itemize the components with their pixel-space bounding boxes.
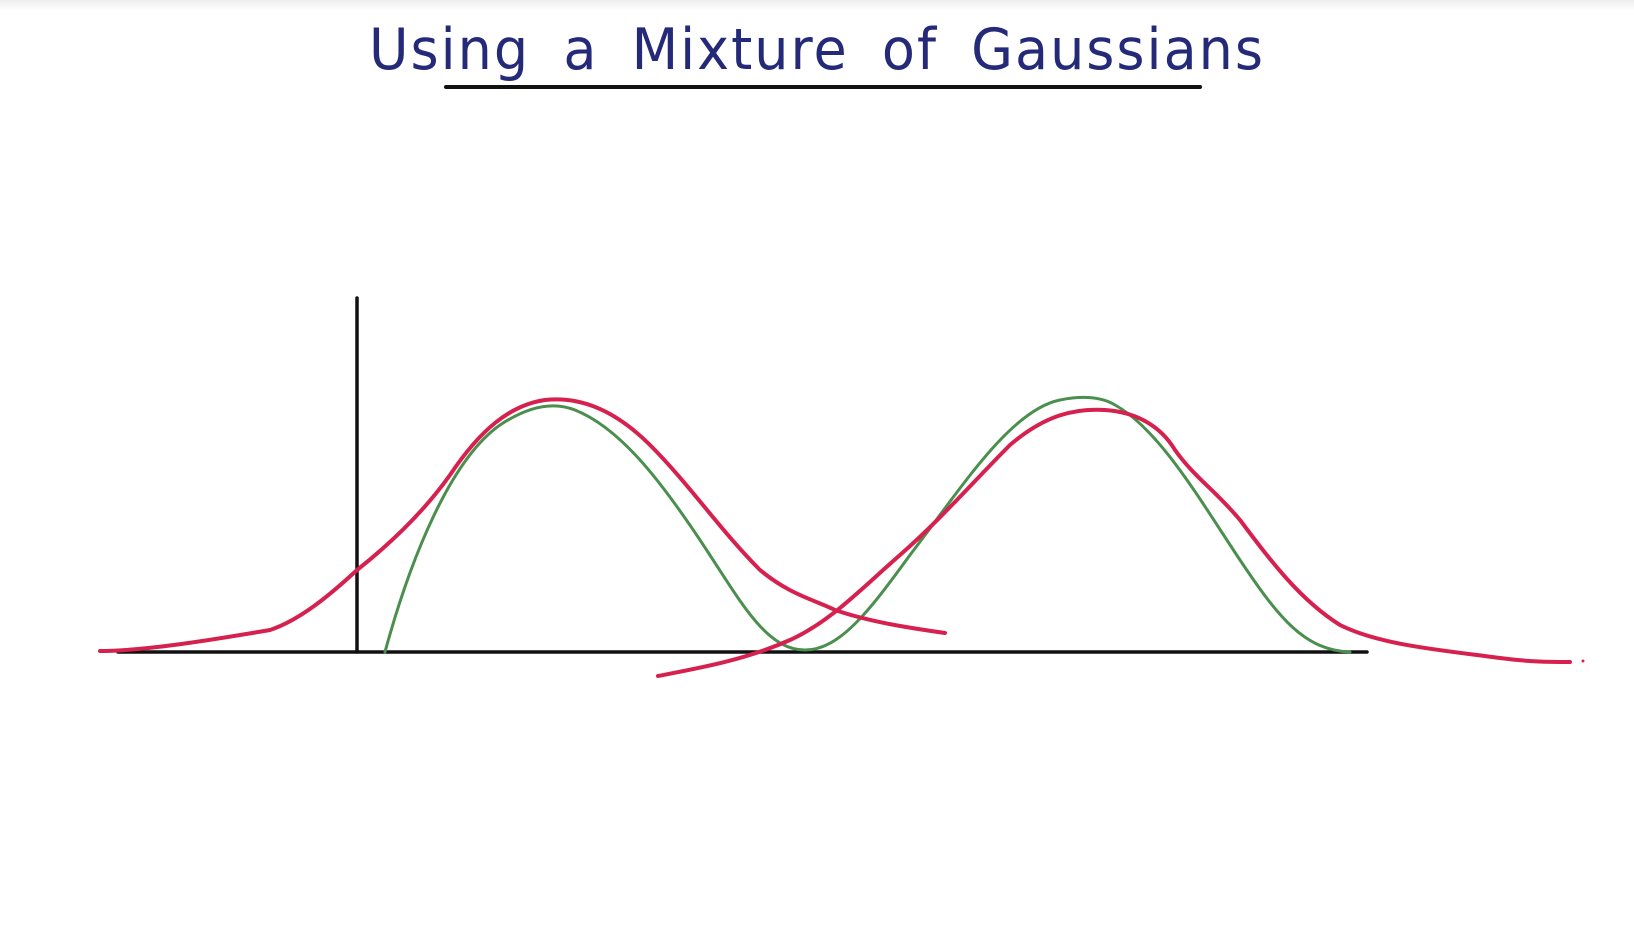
gaussian-component-1 <box>383 404 807 654</box>
page-title: Using a Mixture of Gaussians <box>368 16 1266 83</box>
top-shadow <box>0 0 1634 10</box>
fitted-curve-2 <box>656 407 1572 678</box>
fitted-curve-1 <box>98 397 947 653</box>
gaussian-component-2 <box>803 395 1352 654</box>
pen-dot <box>1581 659 1585 663</box>
title-underline <box>444 85 1202 89</box>
